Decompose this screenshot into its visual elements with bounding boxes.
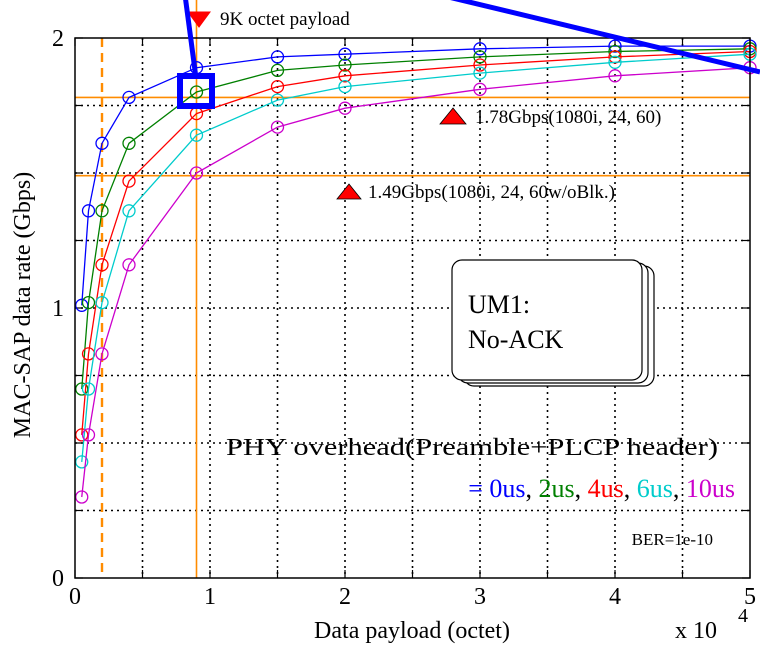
plot-frame bbox=[74, 37, 751, 579]
series-line-0us bbox=[81, 45, 750, 306]
x-multiplier-exponent: 4 bbox=[738, 605, 748, 627]
marker-b-label: 1.49Gbps(1080i, 24, 60w/oBlk.) bbox=[368, 182, 615, 203]
note-box-line2: No-ACK bbox=[468, 325, 564, 354]
legend-separator: , bbox=[575, 474, 588, 503]
legend-entry-0us: 0us bbox=[489, 474, 525, 503]
marker-b-triangle bbox=[336, 183, 362, 200]
x-multiplier-label: x 10 bbox=[675, 618, 717, 644]
data-point-2us bbox=[270, 63, 285, 78]
marker-a-label: 1.78Gbps(1080i, 24, 60) bbox=[475, 107, 661, 128]
data-point-4us bbox=[122, 174, 136, 188]
highlight-arrow-2 bbox=[450, 0, 760, 75]
legend-entry-4us: 4us bbox=[588, 474, 624, 503]
series-line-2us bbox=[81, 48, 751, 390]
data-point-6us bbox=[95, 295, 109, 310]
data-point-4us bbox=[338, 69, 352, 83]
data-point-6us bbox=[189, 128, 204, 142]
data-point-2us bbox=[95, 204, 109, 218]
y-tick-label: 0 bbox=[52, 566, 64, 592]
legend-separator: , bbox=[526, 474, 539, 503]
data-point-0us bbox=[81, 204, 96, 218]
data-point-10us bbox=[81, 428, 96, 442]
y-tick-label: 2 bbox=[52, 26, 64, 52]
x-tick-label: 3 bbox=[474, 584, 486, 610]
legend-entry-2us: 2us bbox=[539, 474, 575, 503]
payload-marker-triangle bbox=[187, 11, 211, 28]
data-point-6us bbox=[122, 204, 136, 218]
y-tick-label: 1 bbox=[52, 296, 64, 322]
data-point-10us bbox=[608, 69, 622, 83]
data-point-10us bbox=[122, 258, 136, 272]
legend-separator: , bbox=[673, 474, 686, 503]
data-point-2us bbox=[81, 295, 96, 310]
x-tick-label: 2 bbox=[339, 584, 351, 610]
data-point-6us bbox=[81, 382, 96, 396]
marker-a-triangle bbox=[439, 107, 467, 125]
ber-label: BER=1e-10 bbox=[632, 530, 713, 549]
legend-separator: , bbox=[624, 474, 637, 503]
overhead-legend-prefix: = bbox=[468, 474, 489, 503]
data-point-4us bbox=[473, 58, 487, 72]
data-point-4us bbox=[270, 79, 285, 94]
payload-marker-label: 9K octet payload bbox=[220, 9, 350, 30]
y-axis-label: MAC-SAP data rate (Gbps) bbox=[10, 172, 36, 438]
data-point-6us bbox=[338, 79, 352, 94]
data-point-10us bbox=[270, 120, 285, 134]
data-point-10us bbox=[95, 347, 109, 361]
note-box bbox=[451, 259, 643, 381]
overhead-legend: = 0us, 2us, 4us, 6us, 10us bbox=[468, 474, 735, 503]
series-line-4us bbox=[81, 50, 751, 435]
series-line-6us bbox=[81, 53, 751, 462]
x-axis-label: Data payload (octet) bbox=[314, 618, 510, 644]
highlight-square bbox=[177, 73, 215, 109]
data-point-0us bbox=[270, 50, 285, 64]
data-point-2us bbox=[473, 50, 487, 64]
x-tick-label: 5 bbox=[744, 584, 756, 610]
data-point-0us bbox=[338, 47, 352, 61]
data-point-6us bbox=[473, 66, 487, 80]
overhead-label: PHY overhead(Preamble+PLCP header) bbox=[226, 435, 718, 461]
x-tick-label: 1 bbox=[204, 584, 216, 610]
x-tick-label: 4 bbox=[609, 584, 621, 610]
data-point-4us bbox=[95, 258, 109, 272]
series-layer bbox=[75, 39, 757, 504]
data-point-2us bbox=[338, 58, 352, 72]
legend-entry-6us: 6us bbox=[637, 474, 673, 503]
data-point-0us bbox=[473, 42, 487, 56]
data-point-2us bbox=[122, 136, 136, 150]
x-tick-label: 0 bbox=[69, 584, 81, 610]
data-point-6us bbox=[270, 93, 285, 107]
data-point-0us bbox=[95, 136, 109, 150]
data-point-10us bbox=[338, 101, 352, 115]
highlight-arrow-1 bbox=[183, 0, 199, 79]
legend-entry-10us: 10us bbox=[686, 474, 735, 503]
data-point-2us bbox=[189, 85, 204, 99]
data-point-6us bbox=[608, 55, 622, 69]
note-box-line1: UM1: bbox=[468, 290, 530, 319]
data-point-0us bbox=[122, 90, 136, 105]
data-point-10us bbox=[473, 82, 487, 96]
series-line-10us bbox=[81, 67, 751, 498]
data-point-10us bbox=[189, 166, 204, 180]
